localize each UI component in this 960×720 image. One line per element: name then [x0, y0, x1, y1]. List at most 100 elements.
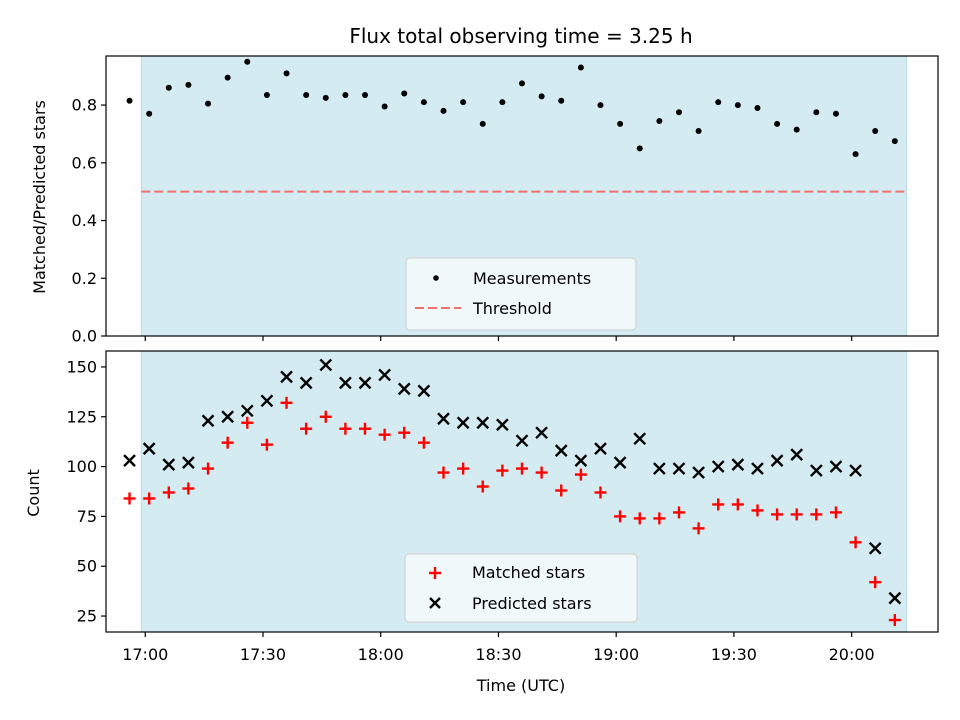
predicted-star-point [397, 382, 411, 396]
bottom-panel: 25 50 75 100 125 150 17:00 17:30 18:00 18:30 19:0… [24, 350, 939, 695]
measurement-point [832, 110, 839, 117]
y-tick-label: 125 [66, 407, 97, 426]
matched-star-point [829, 506, 842, 519]
measurement-point [185, 81, 192, 88]
x-axis-label: Time (UTC) [476, 676, 565, 695]
matched-star-point [162, 486, 175, 499]
top-y-axis-label: Matched/Predicted stars [30, 100, 49, 294]
x-tick-label: 18:00 [358, 645, 404, 664]
matched-star-point [476, 480, 489, 493]
predicted-star-point [731, 458, 745, 471]
predicted-star-point [456, 416, 470, 430]
matched-star-point [123, 492, 136, 505]
measurement-point [460, 99, 467, 106]
measurement-point [813, 109, 820, 116]
y-tick-label: 0.0 [72, 327, 97, 346]
bottom-legend: Matched stars Predicted stars [404, 553, 638, 623]
matched-star-point [241, 416, 254, 429]
legend-label-threshold: Threshold [472, 299, 552, 318]
measurement-point [558, 97, 565, 104]
measurement-point [577, 64, 584, 71]
matched-star-point [359, 422, 372, 435]
y-tick-label: 75 [77, 507, 97, 526]
measurement-point [146, 110, 153, 117]
predicted-star-point [594, 442, 607, 456]
bottom-axes-frame [105, 350, 939, 633]
measurement-point [440, 107, 447, 114]
matched-star-point [692, 522, 705, 535]
matched-star-point [143, 492, 156, 505]
measurement-point [793, 126, 800, 133]
predicted-star-point [142, 442, 156, 456]
measurement-point [617, 120, 624, 127]
bottom-x-ticks: 17:00 17:30 18:00 18:30 19:00 19:30 20:00 [122, 632, 875, 664]
measurement-point [675, 109, 682, 116]
measurement-point [852, 151, 859, 158]
measurement-point [499, 99, 506, 106]
y-tick-label: 50 [77, 557, 97, 576]
measurement-point [754, 104, 761, 111]
predicted-star-point [299, 376, 313, 390]
measurement-point [656, 117, 663, 124]
predicted-star-point [613, 456, 627, 469]
top-legend: Measurements Threshold [405, 257, 637, 331]
measurement-point [401, 90, 408, 97]
matched-star-point [280, 396, 293, 409]
y-tick-label: 0.4 [72, 211, 97, 230]
matched-star-point [672, 506, 685, 519]
y-tick-label: 0.6 [72, 153, 97, 172]
legend-label-predicted: Predicted stars [472, 594, 592, 613]
matched-star-point [398, 426, 411, 439]
bottom-y-ticks: 25 50 75 100 125 150 [66, 357, 106, 626]
matched-star-point [319, 410, 332, 423]
predicted-star-point [417, 384, 431, 398]
matched-star-point [731, 498, 744, 511]
predicted-star-point [809, 464, 823, 477]
predicted-star-point [672, 462, 686, 475]
predicted-star-point [221, 410, 235, 424]
predicted-star-point [339, 376, 352, 390]
y-tick-label: 100 [66, 457, 97, 476]
matched-star-point [574, 468, 587, 481]
x-tick-label: 20:00 [829, 645, 875, 664]
matched-star-point [496, 464, 509, 477]
matched-star-point [751, 504, 764, 517]
predicted-star-point [515, 434, 529, 448]
matched-star-point [810, 508, 823, 521]
predicted-star-point [319, 358, 333, 372]
y-tick-label: 0.2 [72, 269, 97, 288]
matched-star-point [869, 576, 882, 589]
matched-star-point [417, 436, 430, 449]
measurement-point [381, 103, 388, 110]
predicted-star-point [888, 591, 902, 605]
predicted-star-point [770, 454, 784, 467]
matched-star-point [888, 614, 901, 627]
top-x-ticks [144, 336, 853, 341]
matched-star-point [849, 536, 862, 549]
measurement-point [597, 102, 604, 109]
measurement-point [715, 99, 722, 106]
bottom-legend-box [404, 553, 638, 623]
matched-star-point [614, 510, 627, 523]
matched-star-point [594, 486, 607, 499]
legend-label-measurements: Measurements [473, 269, 591, 288]
measurement-point [165, 84, 172, 91]
measurement-point [636, 145, 643, 152]
predicted-star-point [868, 541, 882, 555]
matched-star-point [457, 462, 470, 475]
predicted-star-point [574, 454, 588, 467]
predicted-star-point [633, 432, 647, 446]
bottom-y-axis-label: Count [24, 469, 43, 517]
top-legend-box [405, 257, 637, 331]
matched-star-point [790, 508, 803, 521]
measurement-point [872, 128, 879, 135]
predicted-star-point [260, 394, 274, 408]
predicted-star-point [182, 456, 195, 469]
measurement-points [126, 58, 898, 158]
matched-legend-marker [429, 567, 441, 579]
matched-star-point [202, 462, 215, 475]
matched-star-point [653, 512, 666, 525]
matched-star-point [633, 512, 646, 525]
matched-star-point [535, 466, 548, 479]
